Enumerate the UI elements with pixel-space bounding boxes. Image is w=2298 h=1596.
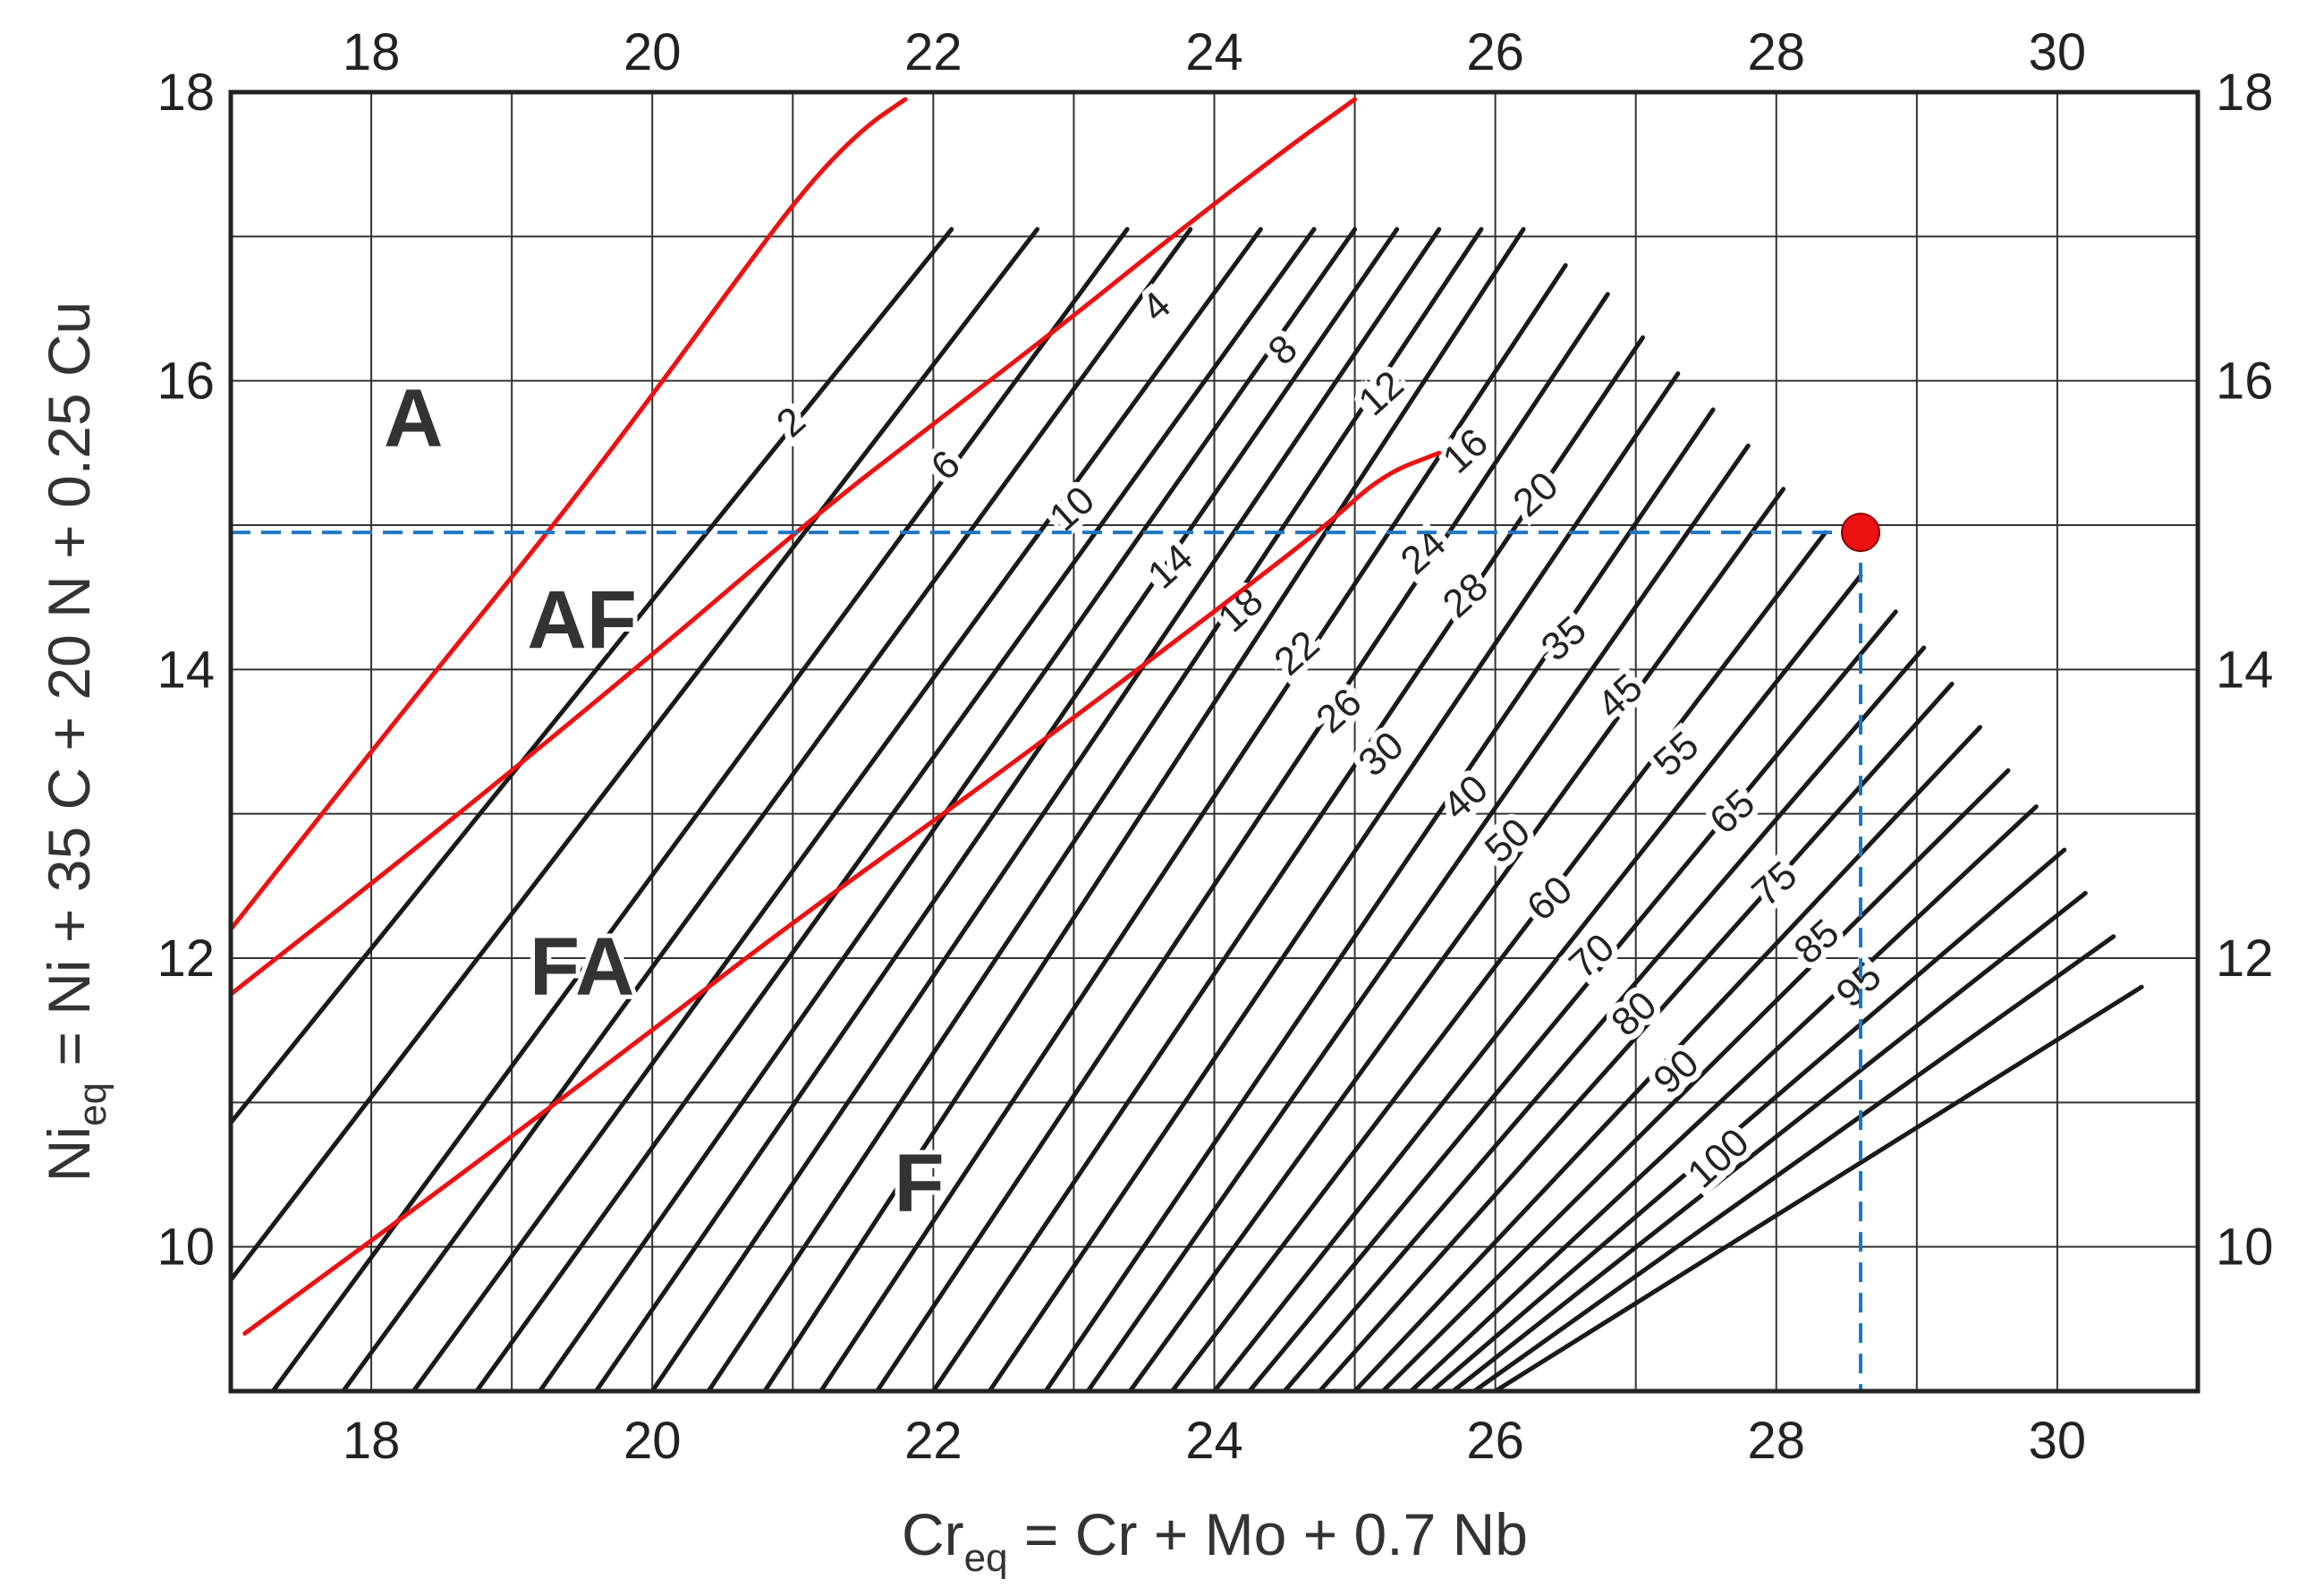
phase-boundary-2 [242,450,1442,1336]
y-axis-title: Nieq = Ni + 35 C + 20 N + 0.25 Cu [36,301,114,1182]
iso-ferrite-line-30 [1043,407,1716,1391]
x-tick-bottom-28: 28 [1748,1412,1806,1470]
iso-ferrite-line-75 [1380,768,2011,1391]
iso-label-30: 30 [1350,723,1412,785]
y-tick-right-18: 18 [2216,64,2274,122]
plot-frame [228,89,2200,1394]
x-axis-title-main: Cr [902,1501,964,1567]
iso-ferrite-line-60 [1282,645,1927,1391]
x-tick-bottom-26: 26 [1466,1412,1524,1470]
iso-ferrite-line-80 [1408,804,2039,1391]
y-axis-title-sub: eq [71,1082,114,1126]
iso-ferrite-line-20 [762,226,1526,1391]
region-label-af: AF [527,574,637,666]
x-tick-bottom-30: 30 [2029,1412,2087,1470]
phase-boundary-1 [231,97,1358,997]
y-tick-left-14: 14 [157,641,215,699]
iso-ferrite-line-70 [1353,725,1983,1391]
y-tick-right-10: 10 [2216,1218,2274,1277]
iso-ferrite-lines [231,226,2144,1391]
iso-ferrite-line-14 [593,226,1400,1391]
iso-ferrite-line-40 [1127,487,1786,1391]
x-axis-title: Creq = Cr + Mo + 0.7 Nb [902,1501,1528,1580]
iso-ferrite-line-2 [231,226,1040,1283]
iso-ferrite-line-10 [474,226,1317,1391]
x-tick-top-28: 28 [1748,23,1806,81]
iso-ferrite-line-16 [649,226,1442,1391]
iso-ferrite-line-24 [875,292,1610,1391]
iso-label-85: 85 [1785,911,1847,972]
y-tick-left-16: 16 [157,352,215,411]
region-label-f: F [895,1137,945,1228]
y-axis-title-main: Ni [36,1126,102,1182]
y-tick-left-18: 18 [157,64,215,122]
iso-ferrite-line-95 [1471,934,2116,1391]
iso-label-22: 22 [1266,622,1327,683]
iso-ferrite-line-18 [706,226,1484,1391]
iso-label-45: 45 [1590,666,1651,727]
iso-ferrite-line-26 [930,335,1646,1391]
iso-ferrite-line-100 [1493,984,2144,1391]
tick-labels: 18 18 20 20 22 22 24 24 26 26 28 28 30 30 10 10 12 12 14 14… [157,23,2273,1470]
iso-ferrite-line-65 [1317,681,1955,1391]
iso-ferrite-line-8 [411,226,1263,1391]
iso-ferrite-line-0 [231,226,954,1125]
iso-ferrite-line-90 [1451,890,2088,1391]
x-tick-top-22: 22 [904,23,962,81]
y-tick-left-12: 12 [157,930,215,988]
guide-lines [231,513,1881,1391]
iso-ferrite-line-85 [1429,847,2067,1391]
iso-label-90: 90 [1645,1040,1707,1102]
iso-ferrite-line-6 [341,226,1193,1391]
x-tick-top-30: 30 [2029,23,2087,81]
y-tick-right-16: 16 [2216,352,2274,411]
x-tick-bottom-18: 18 [343,1412,401,1470]
x-tick-top-24: 24 [1185,23,1243,81]
region-label-a: A [384,372,443,463]
iso-ferrite-line-45 [1169,530,1828,1391]
composition-marker [1841,513,1881,553]
y-tick-right-12: 12 [2216,930,2274,988]
iso-label-4: 4 [1133,283,1179,330]
y-tick-left-10: 10 [157,1218,215,1277]
iso-label-70: 70 [1561,925,1623,987]
iso-ferrite-line-22 [818,263,1568,1391]
phase-regions: A AF FA F [379,368,949,1233]
iso-label-80: 80 [1603,983,1665,1045]
iso-label-55: 55 [1645,723,1707,785]
iso-ferrite-line-4 [270,226,1130,1391]
iso-ferrite-line-28 [987,371,1681,1391]
x-axis-title-rest: = Cr + Mo + 0.7 Nb [1008,1501,1528,1567]
x-axis-title-sub: eq [964,1536,1008,1580]
x-tick-top-26: 26 [1466,23,1524,81]
iso-ferrite-line-50 [1212,573,1863,1391]
x-tick-top-20: 20 [623,23,682,81]
grid [231,92,2198,1391]
x-tick-top-18: 18 [343,23,401,81]
y-tick-right-14: 14 [2216,641,2274,699]
phase-boundaries [231,97,1442,1336]
iso-ferrite-line-35 [1085,443,1751,1391]
iso-label-24: 24 [1393,522,1454,583]
x-tick-bottom-22: 22 [904,1412,962,1470]
x-tick-bottom-24: 24 [1185,1412,1243,1470]
iso-label-6: 6 [923,442,969,489]
phase-boundary-0 [231,97,908,932]
y-axis-title-rest: = Ni + 35 C + 20 N + 0.25 Cu [36,301,102,1082]
x-tick-bottom-20: 20 [623,1412,682,1470]
region-label-fa: FA [530,921,635,1012]
iso-label-10: 10 [1041,478,1103,539]
iso-label-28: 28 [1435,565,1497,626]
iso-label-20: 20 [1505,463,1566,525]
iso-ferrite-line-55 [1247,609,1898,1391]
